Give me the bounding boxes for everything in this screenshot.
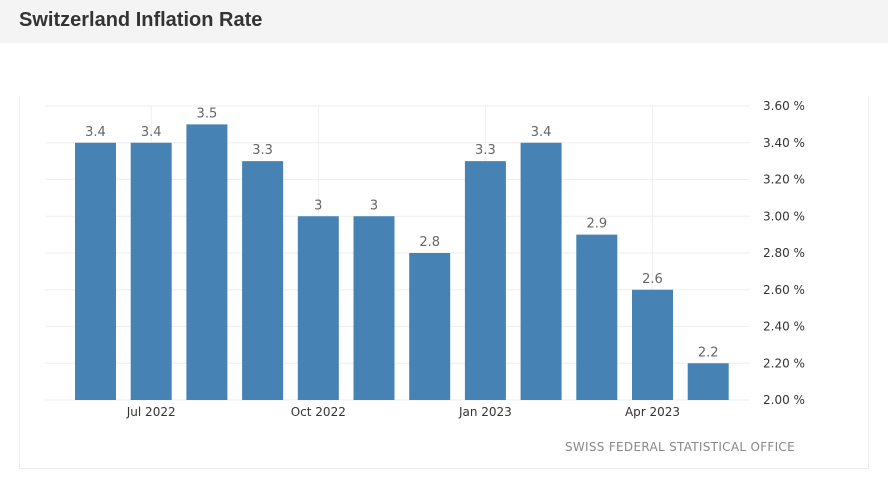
x-tick-label: Apr 2023 xyxy=(625,405,680,419)
bar xyxy=(576,234,618,400)
data-label: 3.3 xyxy=(475,143,496,158)
bar xyxy=(186,124,228,400)
bar xyxy=(130,142,172,400)
bar xyxy=(464,161,506,400)
y-tick-label: 2.40 % xyxy=(763,320,805,334)
bar xyxy=(632,289,673,400)
page-title: Switzerland Inflation Rate xyxy=(19,9,263,31)
data-label: 3.3 xyxy=(252,143,273,158)
data-label: 2.8 xyxy=(419,235,440,250)
data-label: 3.4 xyxy=(531,125,552,140)
data-label: 3 xyxy=(370,198,378,213)
data-label: 2.6 xyxy=(642,272,663,287)
y-tick-label: 3.40 % xyxy=(763,136,805,150)
y-tick-label: 2.80 % xyxy=(763,246,805,260)
x-tick-label: Jul 2022 xyxy=(126,405,176,419)
y-tick-label: 3.20 % xyxy=(763,173,805,187)
data-label: 2.9 xyxy=(586,217,607,232)
y-tick-label: 3.00 % xyxy=(763,209,805,223)
x-tick-label: Oct 2022 xyxy=(291,405,346,419)
y-tick-label: 2.20 % xyxy=(763,356,805,370)
chart-panel xyxy=(19,96,869,469)
data-label: 2.2 xyxy=(698,345,719,360)
y-tick-label: 2.60 % xyxy=(763,283,805,297)
bar xyxy=(353,216,395,400)
header: Switzerland Inflation Rate xyxy=(0,0,888,43)
bar xyxy=(687,363,729,400)
bar xyxy=(75,142,116,400)
bar xyxy=(297,216,339,400)
bar xyxy=(409,253,451,400)
data-label: 3 xyxy=(314,198,322,213)
y-tick-label: 2.00 % xyxy=(763,393,805,407)
y-tick-label: 3.60 % xyxy=(763,99,805,113)
x-tick-label: Jan 2023 xyxy=(458,405,512,419)
data-label: 3.4 xyxy=(85,125,106,140)
bar xyxy=(242,161,284,400)
bar xyxy=(520,142,562,400)
data-label: 3.4 xyxy=(141,125,162,140)
source-label: SWISS FEDERAL STATISTICAL OFFICE xyxy=(564,440,795,454)
data-label: 3.5 xyxy=(197,106,218,121)
